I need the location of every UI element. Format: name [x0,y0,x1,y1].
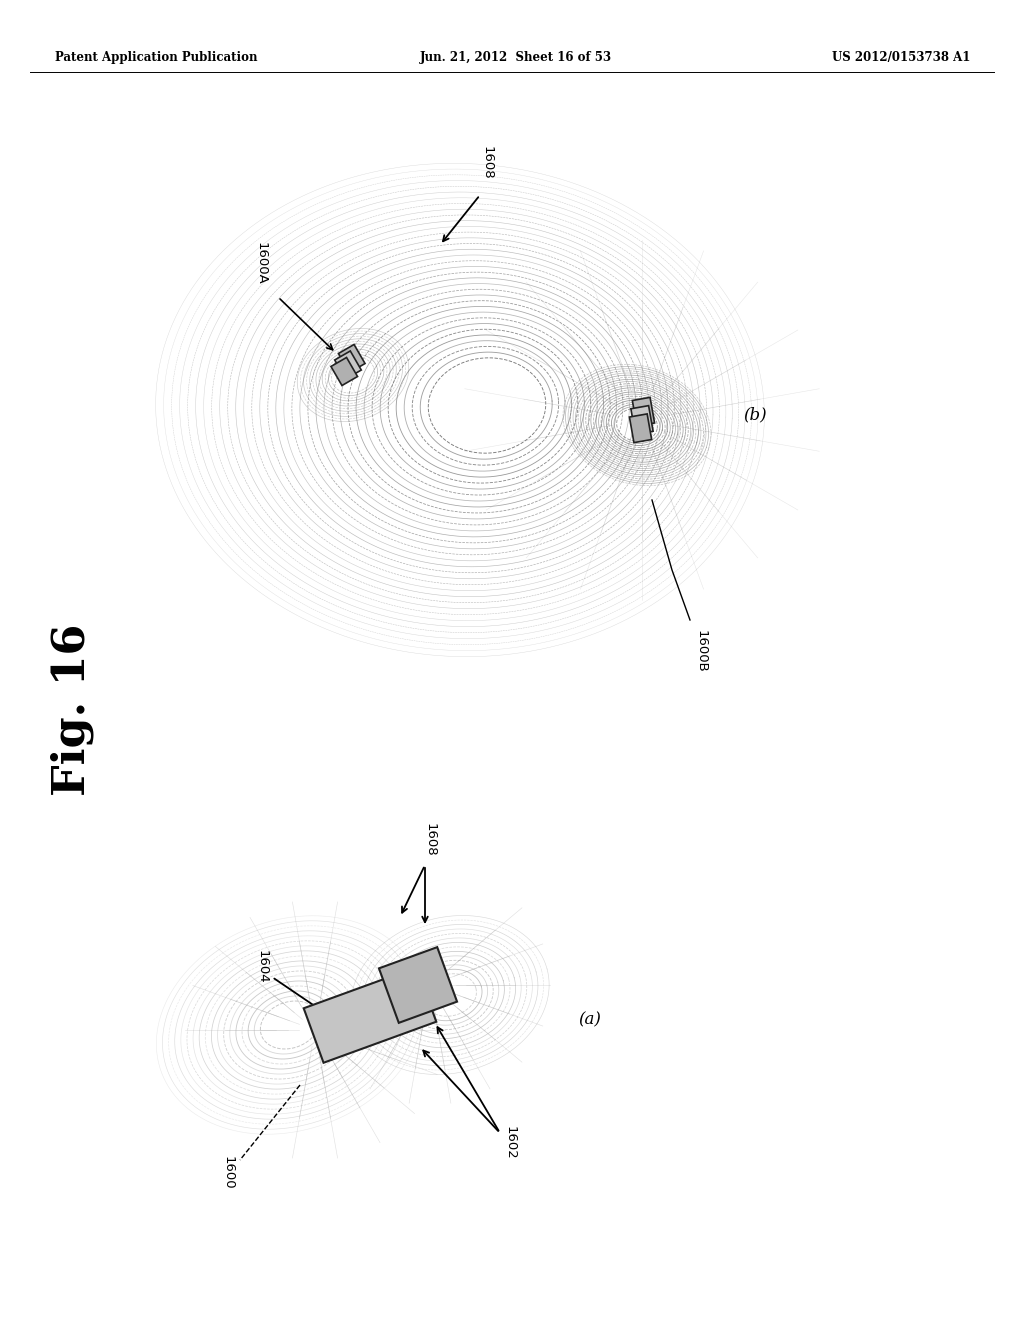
Text: Patent Application Publication: Patent Application Publication [55,51,257,65]
Polygon shape [304,968,436,1063]
Text: 1600B: 1600B [695,630,708,673]
Text: 1608: 1608 [424,824,436,857]
Text: 1600A: 1600A [255,243,268,285]
Text: 1608: 1608 [480,147,494,180]
Polygon shape [631,405,653,434]
Polygon shape [339,345,365,372]
Text: US 2012/0153738 A1: US 2012/0153738 A1 [831,51,970,65]
Polygon shape [335,351,361,379]
Text: Fig. 16: Fig. 16 [50,624,94,796]
Text: 1600: 1600 [221,1156,234,1189]
Polygon shape [331,358,357,385]
Polygon shape [379,948,457,1023]
Text: (b): (b) [743,407,767,424]
Polygon shape [633,397,654,426]
Text: Jun. 21, 2012  Sheet 16 of 53: Jun. 21, 2012 Sheet 16 of 53 [420,51,612,65]
Text: 1604: 1604 [256,950,268,983]
Text: (a): (a) [579,1011,601,1028]
Text: 1602: 1602 [504,1126,516,1160]
Polygon shape [630,414,651,442]
